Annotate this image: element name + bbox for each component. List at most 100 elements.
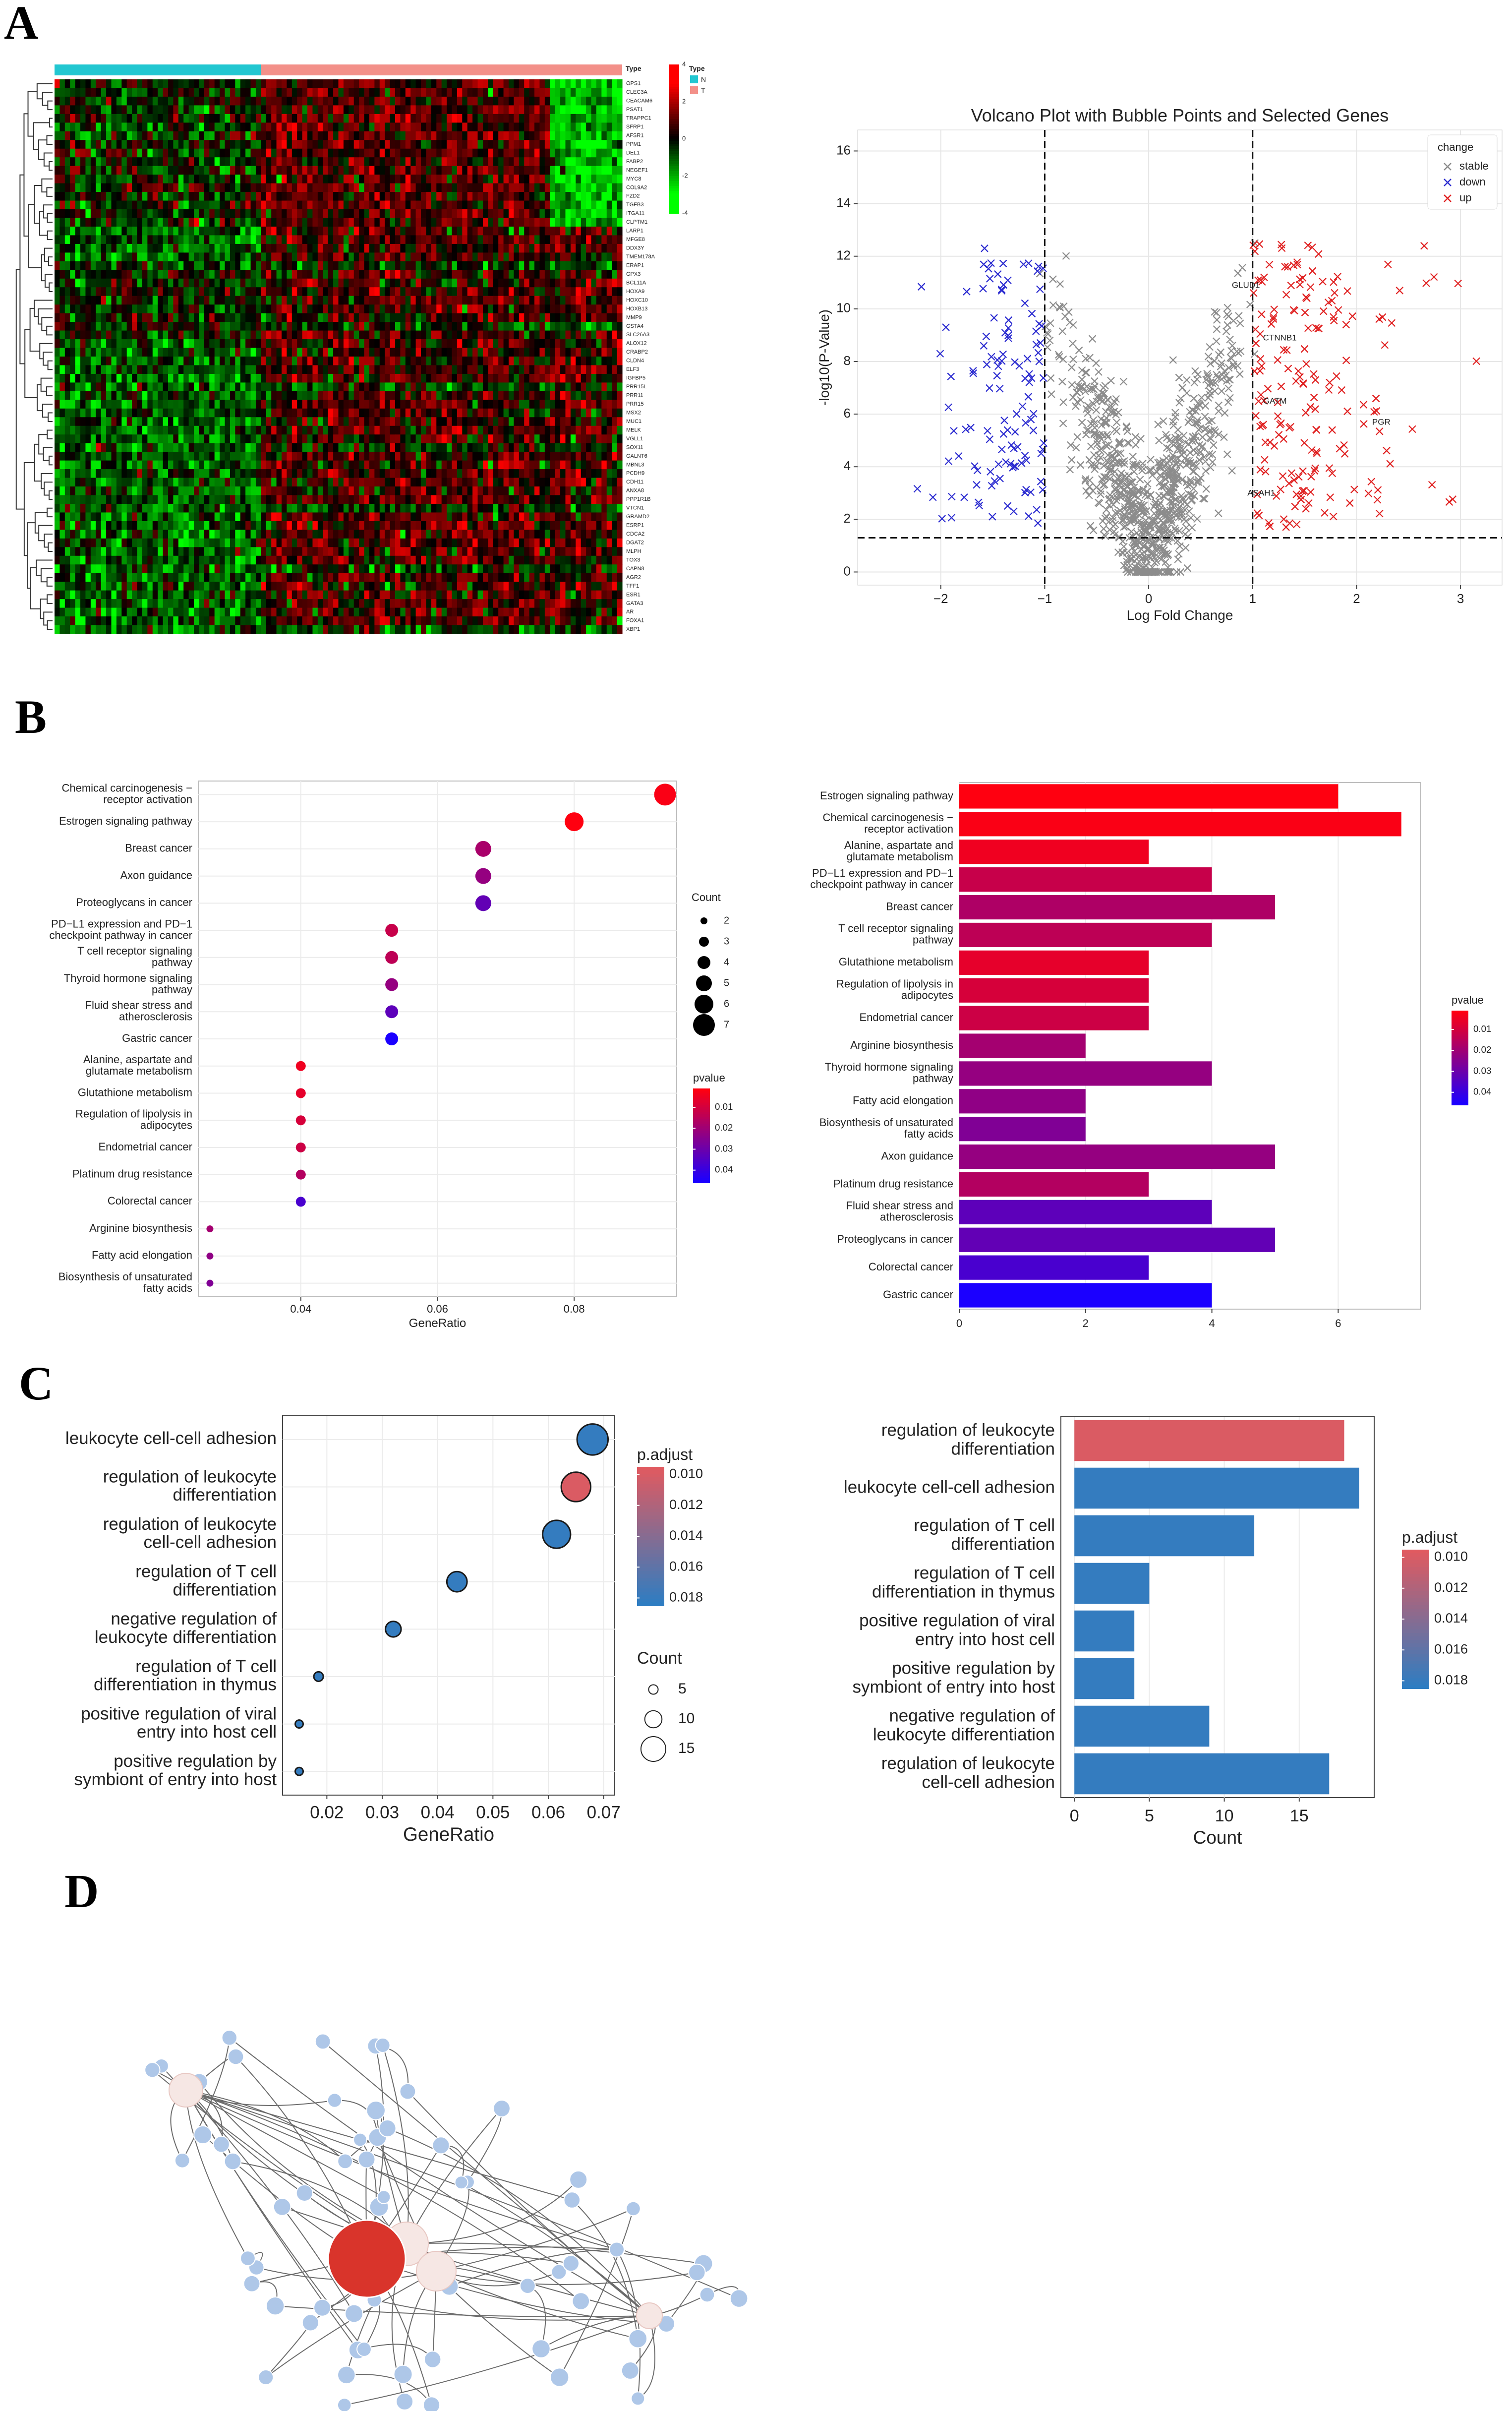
heatmap-cell	[441, 322, 447, 331]
heatmap-cell	[328, 296, 334, 305]
heatmap-cell	[524, 287, 530, 297]
heatmap-cell	[235, 417, 241, 426]
heatmap-cell	[106, 122, 112, 132]
heatmap-cell	[307, 200, 313, 210]
heatmap-cell	[467, 425, 473, 435]
heatmap-cell	[509, 296, 515, 305]
heatmap-cell	[333, 460, 339, 470]
heatmap-cell	[565, 373, 571, 383]
heatmap-cell	[601, 322, 607, 331]
heatmap-cell	[116, 417, 122, 426]
heatmap-cell	[477, 304, 483, 314]
heatmap-cell	[158, 469, 164, 479]
heatmap-cell	[385, 373, 391, 383]
heatmap-cell	[514, 252, 520, 262]
heatmap-cell	[194, 330, 200, 340]
heatmap-cell	[612, 357, 618, 366]
heatmap-cell	[168, 192, 174, 201]
heatmap-cell	[431, 296, 437, 305]
heatmap-cell	[452, 339, 458, 349]
heatmap-cell	[405, 452, 411, 461]
heatmap-cell	[349, 357, 354, 366]
heatmap-cell	[147, 417, 153, 426]
heatmap-cell	[173, 382, 179, 392]
heatmap-cell	[606, 166, 612, 175]
heatmap-cell	[220, 330, 226, 340]
heatmap-cell	[255, 148, 261, 158]
heatmap-cell	[488, 382, 494, 392]
heatmap-cell	[503, 226, 509, 236]
heatmap-cell	[152, 88, 158, 97]
heatmap-cell	[204, 192, 210, 201]
heatmap-cell	[90, 200, 96, 210]
heatmap-cell	[59, 105, 65, 115]
heatmap-cell	[142, 469, 148, 479]
heatmap-cell	[55, 304, 60, 314]
heatmap-cell	[214, 235, 220, 244]
heatmap-cell	[204, 443, 210, 452]
heatmap-cell	[245, 79, 251, 89]
heatmap-cell	[90, 278, 96, 288]
heatmap-cell	[250, 382, 256, 392]
heatmap-cell	[168, 131, 174, 140]
heatmap-cell	[266, 157, 272, 167]
heatmap-cell	[395, 105, 401, 115]
heatmap-cell	[126, 243, 132, 253]
heatmap-cell	[255, 339, 261, 349]
heatmap-cell	[400, 417, 406, 426]
heatmap-cell	[426, 209, 432, 219]
heatmap-cell	[612, 105, 618, 115]
heatmap-cell	[514, 434, 520, 444]
heatmap-cell	[509, 200, 515, 210]
heatmap-cell	[55, 382, 60, 392]
heatmap-cell	[534, 391, 540, 400]
heatmap-cell	[452, 183, 458, 192]
heatmap-cell	[343, 434, 349, 444]
heatmap-cell	[70, 443, 76, 452]
heatmap-cell	[142, 304, 148, 314]
heatmap-cell	[379, 408, 385, 418]
heatmap-cell	[364, 114, 370, 123]
heatmap-cell	[282, 408, 288, 418]
heatmap-cell	[214, 357, 220, 366]
heatmap-cell	[152, 200, 158, 210]
heatmap-cell	[173, 330, 179, 340]
heatmap-cell	[488, 296, 494, 305]
heatmap-cell	[596, 157, 602, 167]
heatmap-cell	[359, 261, 365, 270]
heatmap-cell	[96, 270, 102, 279]
heatmap-cell	[64, 261, 70, 270]
heatmap-cell	[539, 304, 545, 314]
heatmap-cell	[379, 79, 385, 89]
heatmap-cell	[555, 304, 561, 314]
heatmap-cell	[462, 278, 468, 288]
heatmap-cell	[297, 365, 303, 374]
heatmap-cell	[235, 469, 241, 479]
heatmap-cell	[64, 357, 70, 366]
heatmap-cell	[452, 313, 458, 322]
heatmap-cell	[225, 131, 231, 140]
heatmap-cell	[317, 157, 323, 167]
heatmap-cell	[462, 382, 468, 392]
heatmap-cell	[194, 88, 200, 97]
heatmap-cell	[59, 270, 65, 279]
heatmap-cell	[261, 270, 267, 279]
heatmap-cell	[369, 157, 375, 167]
heatmap-cell	[364, 261, 370, 270]
heatmap-cell	[581, 270, 586, 279]
heatmap-cell	[250, 452, 256, 461]
heatmap-cell	[410, 192, 416, 201]
heatmap-cell	[421, 400, 427, 409]
heatmap-cell	[447, 122, 453, 132]
heatmap-cell	[493, 148, 499, 158]
heatmap-cell	[565, 330, 571, 340]
heatmap-cell	[168, 365, 174, 374]
heatmap-cell	[359, 148, 365, 158]
heatmap-cell	[514, 148, 520, 158]
heatmap-cell	[287, 270, 292, 279]
heatmap-cell	[338, 243, 344, 253]
heatmap-cell	[230, 200, 235, 210]
heatmap-cell	[173, 175, 179, 184]
heatmap-cell	[509, 114, 515, 123]
heatmap-cell	[55, 175, 60, 184]
